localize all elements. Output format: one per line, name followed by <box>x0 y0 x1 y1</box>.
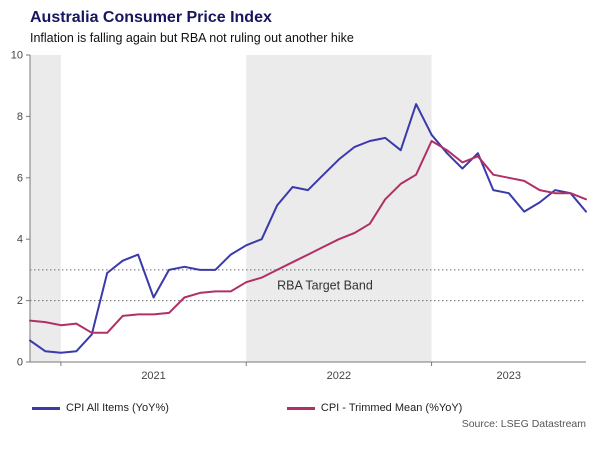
legend-cpi-all: CPI All Items (YoY%) <box>32 402 169 414</box>
svg-text:8: 8 <box>17 111 23 123</box>
cpi-chart: 0 2 4 6 8 10 2021 2022 2023 RBA Target Band <box>11 50 587 382</box>
chart-header: Australia Consumer Price Index Inflation… <box>0 0 600 45</box>
chart-legend: CPI All Items (YoY%) CPI - Trimmed Mean … <box>0 399 600 417</box>
svg-text:2021: 2021 <box>141 370 165 382</box>
svg-text:10: 10 <box>11 50 23 62</box>
svg-text:2022: 2022 <box>327 370 351 382</box>
svg-text:2023: 2023 <box>497 370 521 382</box>
page-subtitle: Inflation is falling again but RBA not r… <box>30 31 354 45</box>
svg-text:4: 4 <box>17 234 23 246</box>
svg-text:2: 2 <box>17 295 23 307</box>
legend-trimmed-mean: CPI - Trimmed Mean (%YoY) <box>286 402 463 414</box>
svg-text:0: 0 <box>17 357 23 369</box>
svg-text:6: 6 <box>17 172 23 184</box>
svg-text:RBA Target Band: RBA Target Band <box>277 278 373 292</box>
chart-area: 0 2 4 6 8 10 2021 2022 2023 RBA Target Band <box>0 47 600 399</box>
page-title: Australia Consumer Price Index <box>30 9 272 26</box>
legend-line-swatch-blue <box>32 406 60 410</box>
legend-label-cpi-all: CPI All Items (YoY%) <box>66 402 169 414</box>
legend-line-swatch-pink <box>286 406 315 410</box>
legend-label-trimmed-mean: CPI - Trimmed Mean (%YoY) <box>320 402 463 414</box>
source-label: Source: LSEG Datastream <box>461 418 586 430</box>
